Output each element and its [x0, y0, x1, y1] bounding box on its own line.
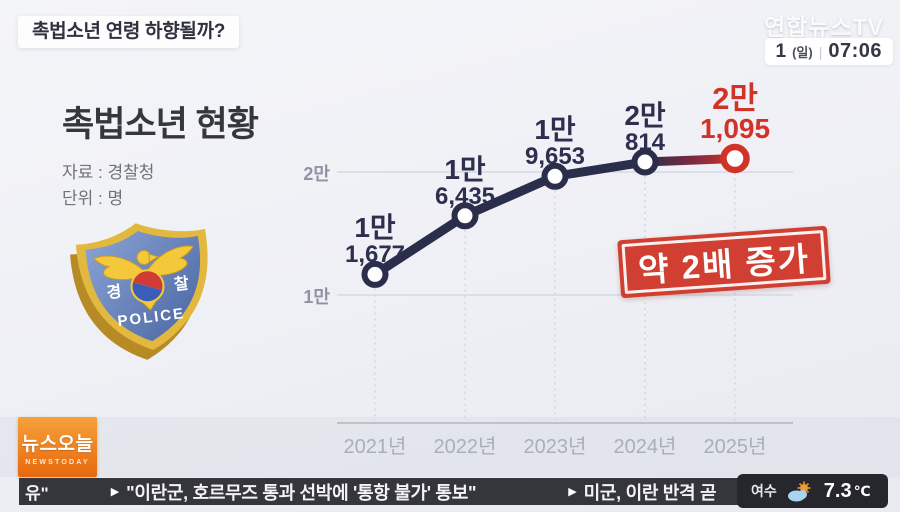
data-point [541, 162, 569, 190]
weather-panel: 여수 7.3 ℃ [737, 474, 888, 508]
lower-third-band [0, 417, 900, 477]
program-logo-english: NEWSTODAY [25, 458, 90, 466]
clock-date: 1 [775, 40, 787, 62]
trend-line-highlight-segment [640, 154, 740, 167]
clock-time: 07:06 [828, 40, 882, 62]
stamp-border: 약 2배 증가 [621, 230, 827, 294]
headline-banner: 촉법소년 연령 하향될까? [18, 16, 240, 48]
play-icon: ▶ [110, 486, 120, 498]
taegeuk-symbol [132, 271, 163, 302]
data-point [451, 202, 479, 230]
ticker-item: "이란군, 호르무즈 통과 선박에 '통항 불가' 통보" [126, 482, 477, 503]
ticker-fragment: 유" [25, 484, 49, 503]
chart-title: 촉법소년 현황 [62, 105, 259, 144]
eagle-icon [92, 245, 194, 311]
ticker-item: 미군, 이란 반격 곧 [583, 482, 717, 503]
clock-display: 1 (일) | 07:06 [764, 38, 893, 65]
data-point [631, 148, 659, 176]
partly-cloudy-icon [787, 481, 811, 501]
play-icon: ▶ [568, 486, 577, 498]
trend-line [370, 157, 650, 279]
weather-city: 여수 [751, 483, 777, 499]
channel-watermark: 연합뉴스TV [763, 14, 884, 40]
program-logo: 뉴스오늘 NEWSTODAY [18, 417, 97, 477]
weather-temperature: 7.3 [823, 479, 852, 502]
weather-unit: ℃ [853, 482, 871, 499]
data-point [720, 143, 750, 174]
program-logo-korean: 뉴스오늘 [21, 433, 94, 455]
clock-separator: | [818, 43, 823, 60]
badge-right-char: 찰 [173, 274, 190, 294]
headline-text: 촉법소년 연령 하향될까? [32, 21, 226, 42]
news-ticker: 유" ▶ "이란군, 호르무즈 통과 선박에 '통항 불가' 통보" ▶ 미군,… [19, 478, 870, 505]
data-point [361, 260, 389, 288]
clock-weekday: (일) [792, 45, 813, 60]
chart-unit-label: 단위 : 명 [62, 189, 124, 208]
police-badge: 경 찰 POLICE [70, 223, 208, 360]
badge-left-char: 경 [106, 283, 123, 303]
stamp-text: 약 2배 증가 [637, 240, 812, 289]
chart-source-label: 자료 : 경찰청 [62, 163, 155, 182]
